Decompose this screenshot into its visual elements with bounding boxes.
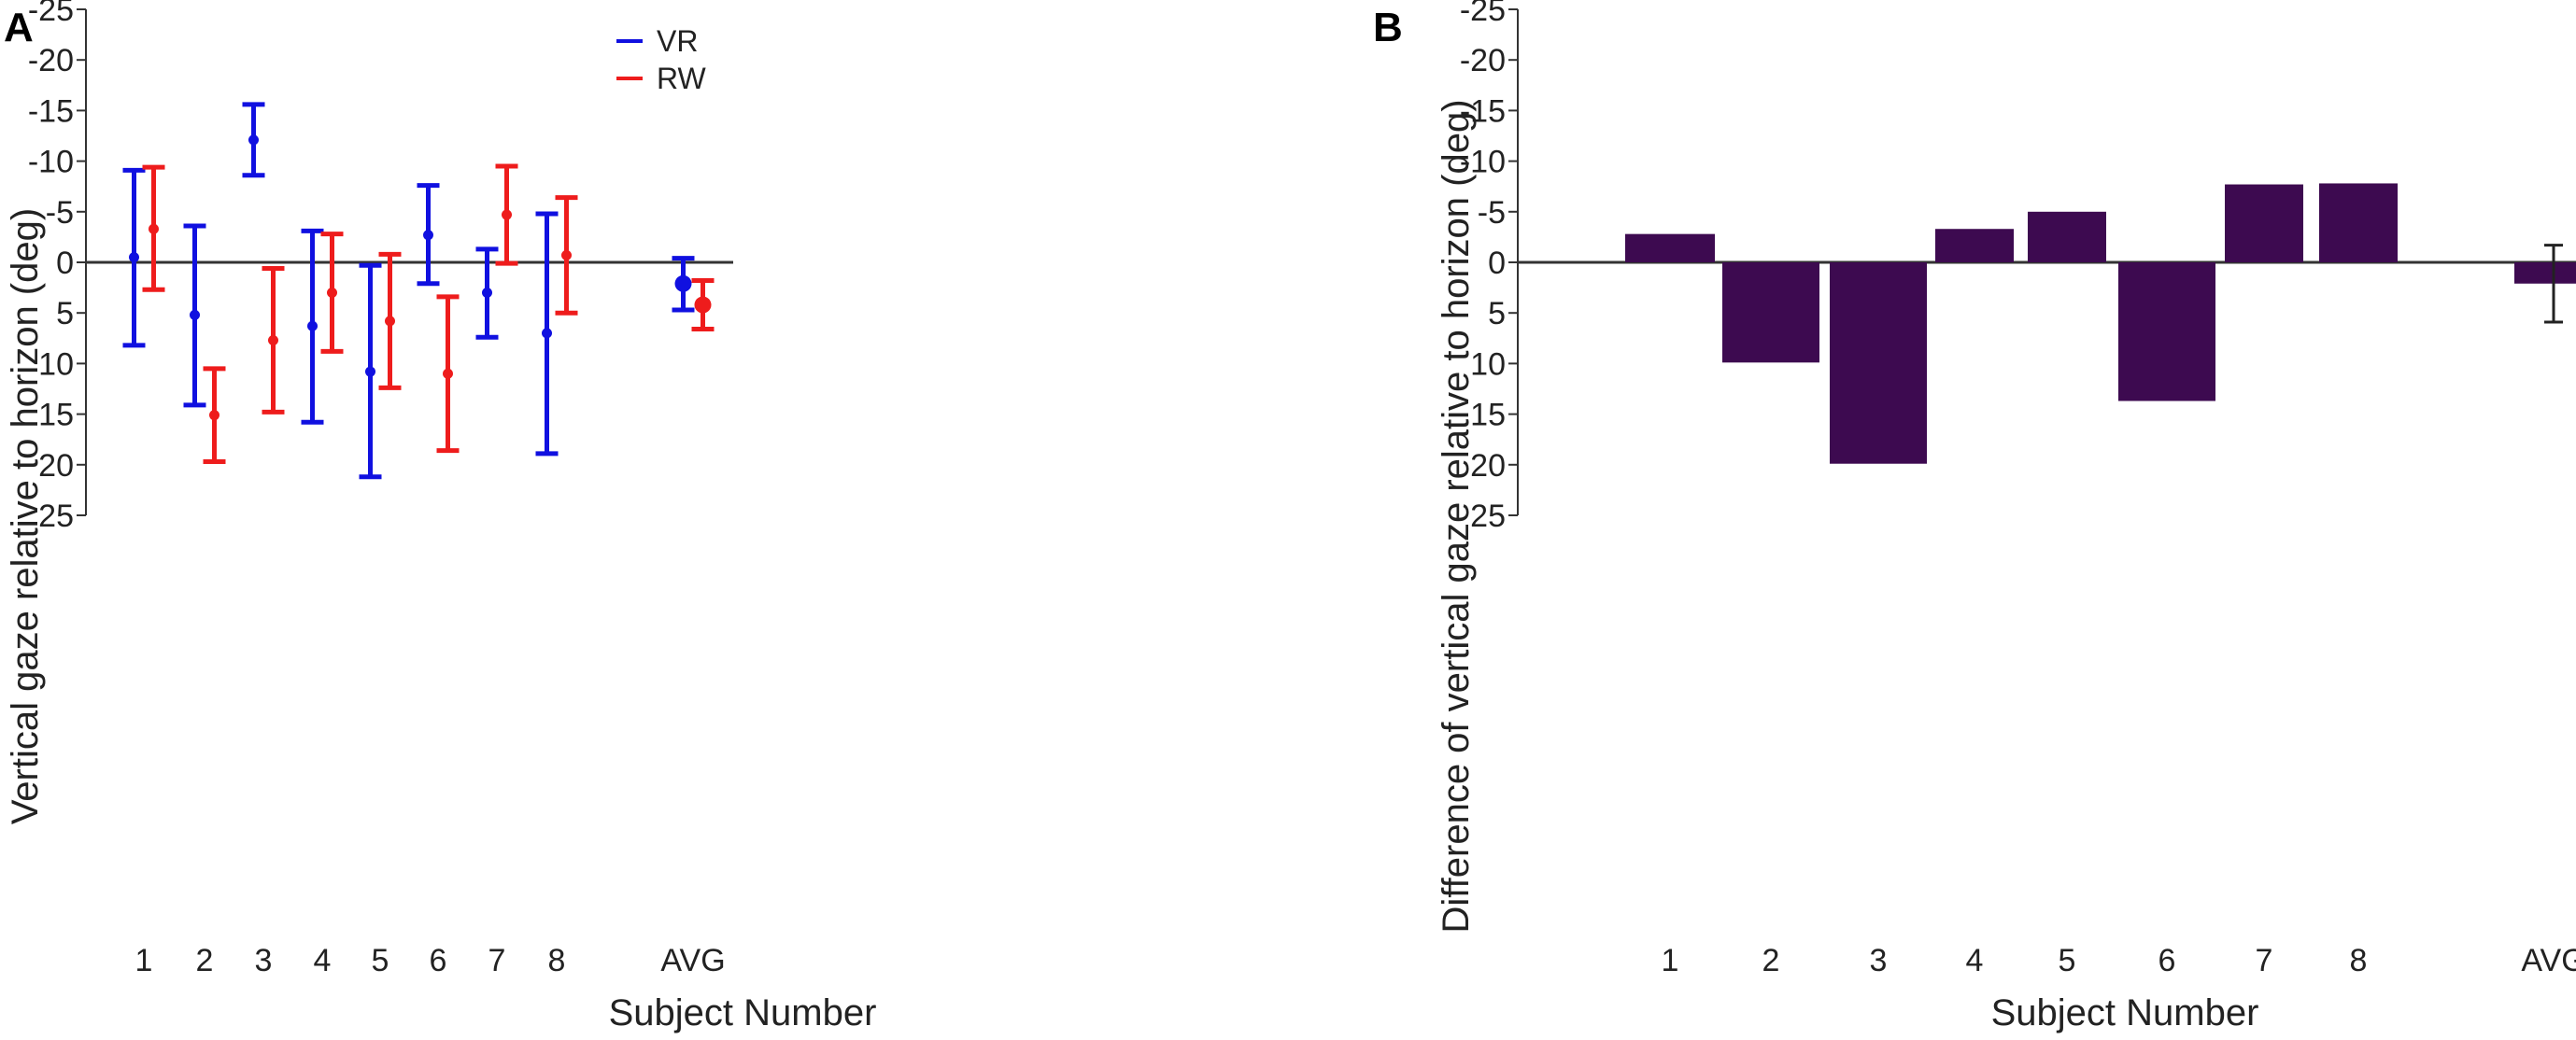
panel-a-errorbar-vr bbox=[475, 246, 499, 340]
bar-4 bbox=[1935, 229, 2014, 262]
panel-a-errorbar-vr bbox=[417, 183, 440, 287]
bar-avg bbox=[2514, 262, 2576, 284]
panel-a-y-tick-label: -5 bbox=[46, 195, 74, 231]
data-point-rw bbox=[385, 316, 395, 327]
panel-b-y-axis-label: Difference of vertical gaze relative to … bbox=[1436, 99, 1477, 933]
panel-b-x-tick-label: 4 bbox=[1966, 943, 1984, 978]
bar-5 bbox=[2028, 211, 2106, 262]
panel-a-x-tick-label: 6 bbox=[430, 943, 447, 978]
panel-a: A Vertical gaze relative to horizon (deg… bbox=[4, 0, 877, 1033]
panel-a-errorbar-rw bbox=[203, 366, 226, 465]
panel-b-y-tick-label: 0 bbox=[1488, 246, 1506, 281]
bar-8 bbox=[2319, 183, 2398, 262]
panel-a-errorbar-rw bbox=[691, 278, 715, 332]
bar-1 bbox=[1625, 233, 1715, 262]
panel-a-x-tick-label: 5 bbox=[372, 943, 389, 978]
panel-b-y-tick-label: 20 bbox=[1470, 448, 1506, 484]
legend-label-rw: RW bbox=[657, 62, 707, 95]
panel-b-y-tick-label: -15 bbox=[1460, 93, 1506, 129]
data-point-vr bbox=[248, 134, 259, 146]
panel-a-y-tick-label: 5 bbox=[56, 296, 74, 331]
panel-a-x-tick-label: 1 bbox=[135, 943, 153, 978]
panel-a-errorbar-vr bbox=[301, 228, 324, 425]
data-point-vr bbox=[190, 309, 200, 320]
panel-b-x-tick-label: 1 bbox=[1662, 943, 1679, 978]
panel-b-x-tick-label: 3 bbox=[1870, 943, 1888, 978]
panel-a-errorbar-vr bbox=[183, 223, 206, 408]
data-point-vr bbox=[129, 252, 139, 263]
panel-a-errorbar-rw bbox=[495, 163, 518, 266]
panel-a-y-axis-label: Vertical gaze relative to horizon (deg) bbox=[5, 208, 46, 824]
data-point-rw bbox=[268, 334, 278, 345]
data-point-vr bbox=[674, 274, 692, 292]
panel-a-y-tick-label: 15 bbox=[38, 398, 74, 433]
panel-b-y-tick-label: 15 bbox=[1470, 398, 1506, 433]
data-point-rw bbox=[149, 223, 159, 234]
panel-b-x-axis-label: Subject Number bbox=[1991, 992, 2259, 1033]
panel-a-errorbar-vr bbox=[122, 167, 146, 348]
panel-b-x-tick-label: 7 bbox=[2256, 943, 2273, 978]
panel-a-x-tick-label: 8 bbox=[548, 943, 566, 978]
panel-a-x-tick-label: 2 bbox=[196, 943, 214, 978]
panel-b-y-tick-label: -20 bbox=[1460, 43, 1506, 78]
data-point-rw bbox=[561, 249, 572, 260]
data-point-vr bbox=[482, 288, 492, 299]
data-point-rw bbox=[443, 368, 453, 379]
panel-a-errorbar-rw bbox=[320, 232, 344, 354]
panel-b-y-tick-label: 10 bbox=[1470, 346, 1506, 382]
panel-b-letter: B bbox=[1373, 5, 1403, 50]
panel-b-x-tick-label: 6 bbox=[2158, 943, 2176, 978]
panel-a-errorbar-vr bbox=[672, 256, 695, 313]
panel-b-y-tick-label: -5 bbox=[1478, 195, 1506, 231]
panel-b-x-tick-label: 2 bbox=[1762, 943, 1780, 978]
data-point-vr bbox=[423, 230, 433, 241]
panel-a-errorbar-rw bbox=[378, 251, 402, 390]
panel-b-x-tick-label: AVG bbox=[2521, 943, 2576, 978]
panel-b-y-tick-label: -25 bbox=[1460, 0, 1506, 28]
panel-a-y-tick-label: 0 bbox=[56, 246, 74, 281]
panel-a-legend: VR RW bbox=[616, 24, 707, 95]
panel-b-x-tick-label: 5 bbox=[2059, 943, 2076, 978]
data-point-rw bbox=[209, 410, 219, 421]
panel-a-x-tick-label: 3 bbox=[255, 943, 273, 978]
panel-a-x-axis-label: Subject Number bbox=[609, 992, 877, 1033]
panel-b-y-tick-label: 5 bbox=[1488, 296, 1506, 331]
panel-b-x-tick-label: 8 bbox=[2350, 943, 2368, 978]
panel-a-errorbar-vr bbox=[535, 211, 559, 457]
bar-7 bbox=[2225, 184, 2303, 262]
panel-b-y-tick-label: -10 bbox=[1460, 145, 1506, 180]
panel-a-errorbar-rw bbox=[262, 266, 285, 415]
panel-a-errorbar-rw bbox=[436, 294, 460, 454]
data-point-vr bbox=[542, 328, 552, 339]
panel-a-errorbar-rw bbox=[555, 195, 578, 316]
panel-a-y-tick-label: -25 bbox=[28, 0, 74, 28]
data-point-vr bbox=[307, 320, 318, 331]
panel-a-y-tick-label: 10 bbox=[38, 346, 74, 382]
bar-2 bbox=[1722, 262, 1819, 363]
panel-b-y-tick-label: 25 bbox=[1470, 499, 1506, 534]
panel-a-letter: A bbox=[4, 5, 34, 50]
panel-a-x-tick-label: AVG bbox=[660, 943, 725, 978]
panel-a-errorbar-vr bbox=[359, 262, 382, 480]
panel-a-y-tick-label: -20 bbox=[28, 43, 74, 78]
data-point-rw bbox=[694, 296, 712, 314]
bar-6 bbox=[2118, 262, 2215, 401]
data-point-rw bbox=[327, 288, 337, 299]
data-point-rw bbox=[502, 209, 512, 220]
data-point-vr bbox=[365, 366, 375, 377]
panel-a-errorbar-vr bbox=[242, 102, 265, 178]
panel-a-x-tick-label: 7 bbox=[488, 943, 506, 978]
panel-a-y-tick-label: 20 bbox=[38, 448, 74, 484]
panel-b-avg-errorbar bbox=[2544, 244, 2563, 324]
panel-a-y-tick-label: -10 bbox=[28, 145, 74, 180]
panel-b: B Difference of vertical gaze relative t… bbox=[1373, 0, 2576, 1033]
panel-a-x-tick-label: 4 bbox=[314, 943, 332, 978]
panel-a-y-tick-label: 25 bbox=[38, 499, 74, 534]
bar-3 bbox=[1830, 262, 1927, 464]
panel-a-y-tick-label: -15 bbox=[28, 93, 74, 129]
legend-label-vr: VR bbox=[657, 24, 698, 58]
panel-a-errorbar-rw bbox=[142, 164, 165, 292]
